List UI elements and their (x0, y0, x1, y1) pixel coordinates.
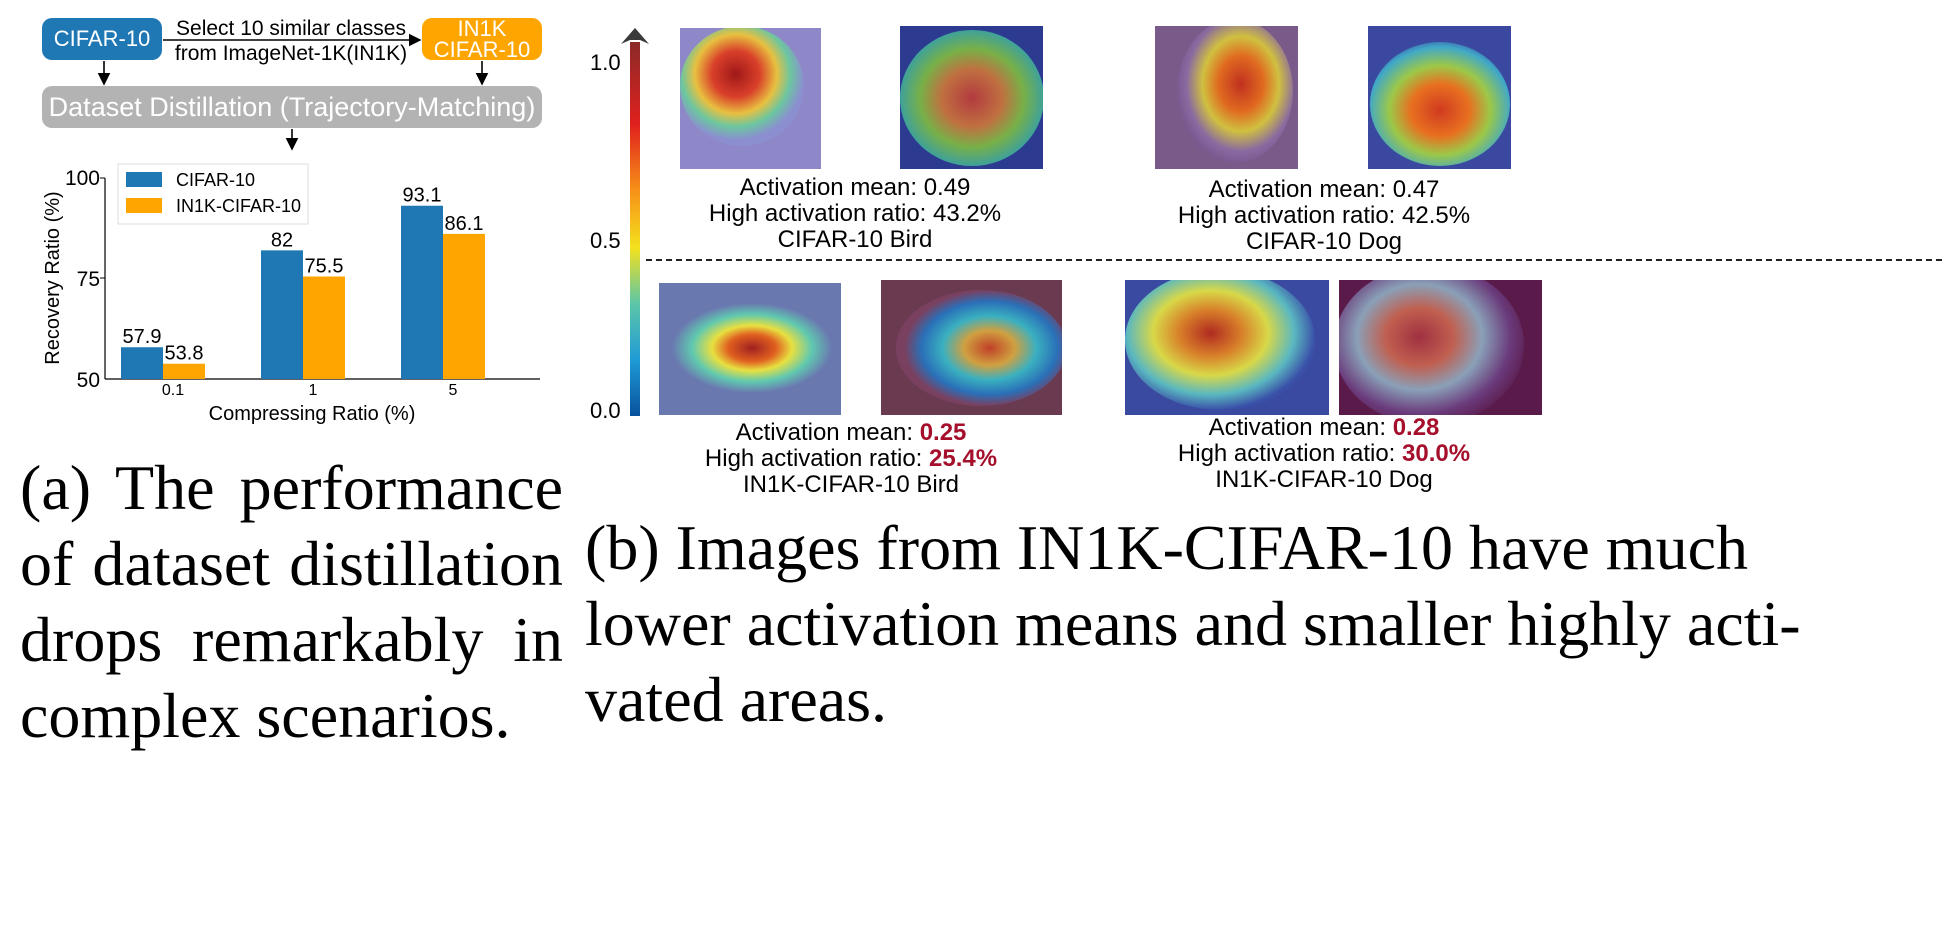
in1k-box-line2: CIFAR-10 (433, 37, 531, 62)
select-text-line1: Select 10 similar classes (176, 17, 406, 40)
select-text-line2: from ImageNet-1K(IN1K) (174, 42, 408, 65)
stats-cifar-bird: Activation mean: 0.49 High activation ra… (700, 172, 1010, 256)
group-name: IN1K-CIFAR-10 Bird (742, 471, 960, 498)
colorbar-tick-bottom: 0.0 (590, 398, 621, 423)
recovery-ratio-bar-chart: 57.9 82 93.1 53.8 75.5 86.1 100 75 50 0.1 1 5… (42, 163, 540, 425)
cifar10-box-label: CIFAR-10 (53, 26, 151, 51)
bar-label-in1k-1: 75.5 (305, 255, 344, 277)
ratio-value: 25.4% (929, 445, 998, 472)
bar-label-cifar-0.1: 57.9 (123, 326, 162, 348)
heatmap-cifar-dog-1 (1155, 26, 1298, 169)
ratio-label: High activation ratio: (704, 445, 930, 472)
bar-cifar-1 (261, 250, 303, 379)
bar-label-in1k-0.1: 53.8 (165, 343, 204, 365)
mean-value: 0.47 (1392, 176, 1440, 203)
dataset-distillation-box: Dataset Distillation (Trajectory-Matchin… (42, 86, 542, 128)
group-name: CIFAR-10 Dog (1245, 228, 1403, 255)
heatmap-in1k-bird-2 (881, 280, 1062, 415)
stats-in1k-dog: Activation mean: 0.28 High activation ra… (1169, 412, 1479, 496)
mean-label: Activation mean: (739, 174, 924, 201)
bar-cifar-5 (401, 205, 443, 379)
bar-in1k-0.1 (163, 363, 205, 379)
ratio-label: High activation ratio: (1177, 202, 1403, 229)
group-name: IN1K-CIFAR-10 Dog (1215, 466, 1433, 493)
caption-b-line2: lower activation means and smaller highl… (585, 588, 1801, 659)
mean-value: 0.49 (923, 174, 971, 201)
mean-label: Activation mean: (1208, 176, 1393, 203)
heatmap-cifar-bird-1 (680, 28, 821, 169)
bar-label-in1k-5: 86.1 (445, 213, 484, 235)
x-tick-5: 5 (449, 382, 458, 399)
stats-in1k-bird: Activation mean: 0.25 High activation ra… (696, 417, 1006, 501)
heatmap-in1k-dog-1 (1125, 280, 1329, 415)
mean-value: 0.28 (1392, 414, 1440, 441)
mean-label: Activation mean: (1208, 414, 1393, 441)
legend-swatch-cifar (126, 172, 162, 187)
mean-label: Activation mean: (735, 419, 920, 446)
colorbar-tick-mid: 0.5 (590, 228, 621, 253)
legend-swatch-in1k (126, 198, 162, 213)
heatmap-in1k-bird-1 (659, 283, 841, 415)
ratio-value: 42.5% (1402, 202, 1471, 229)
group-name: CIFAR-10 Bird (777, 226, 933, 253)
bars-layer: 57.9 82 93.1 53.8 75.5 86.1 (121, 185, 485, 379)
ratio-value: 43.2% (933, 200, 1002, 227)
legend-cifar-label: CIFAR-10 (176, 170, 255, 190)
y-tick-100: 100 (65, 167, 100, 190)
colorbar-arrow (621, 28, 649, 416)
bar-in1k-1 (303, 276, 345, 379)
y-tick-75: 75 (77, 268, 100, 291)
in1k-cifar10-box: IN1K CIFAR-10 (422, 16, 542, 62)
stats-cifar-dog: Activation mean: 0.47 High activation ra… (1169, 174, 1479, 258)
bar-cifar-0.1 (121, 347, 163, 379)
caption-b-line3: vated areas. (585, 664, 888, 735)
bar-label-cifar-5: 93.1 (403, 185, 442, 207)
mean-value: 0.25 (919, 419, 967, 446)
heatmap-cifar-dog-2 (1368, 26, 1511, 169)
in1k-box-line1: IN1K (457, 16, 507, 41)
colorbar-tick-top: 1.0 (590, 50, 621, 75)
ratio-value: 30.0% (1402, 440, 1471, 467)
x-tick-0.1: 0.1 (162, 382, 184, 399)
caption-a: (a) The performance of dataset distillat… (20, 452, 563, 751)
heatmap-in1k-dog-2 (1339, 280, 1542, 415)
y-tick-50: 50 (77, 369, 100, 392)
ratio-label: High activation ratio: (1177, 440, 1403, 467)
caption-b-line1: (b) Images from IN1K-CIFAR-10 have much (585, 512, 1748, 583)
heatmap-cifar-bird-2 (900, 26, 1043, 169)
dashed-separator (646, 259, 1942, 261)
flow-arrows (97, 33, 489, 151)
cifar10-box: CIFAR-10 (42, 18, 162, 60)
x-tick-1: 1 (309, 382, 318, 399)
x-axis-label: Compressing Ratio (%) (209, 403, 416, 425)
bar-label-cifar-1: 82 (271, 229, 293, 251)
distill-box-label: Dataset Distillation (Trajectory-Matchin… (48, 92, 536, 122)
y-axis-label: Recovery Ratio (%) (42, 191, 64, 364)
select-classes-text: Select 10 similar classes from ImageNet-… (168, 16, 414, 66)
bar-in1k-5 (443, 233, 485, 379)
legend-in1k-label: IN1K-CIFAR-10 (176, 196, 301, 216)
caption-b: (b) Images from IN1K-CIFAR-10 have much … (585, 510, 1945, 738)
ratio-label: High activation ratio: (708, 200, 934, 227)
